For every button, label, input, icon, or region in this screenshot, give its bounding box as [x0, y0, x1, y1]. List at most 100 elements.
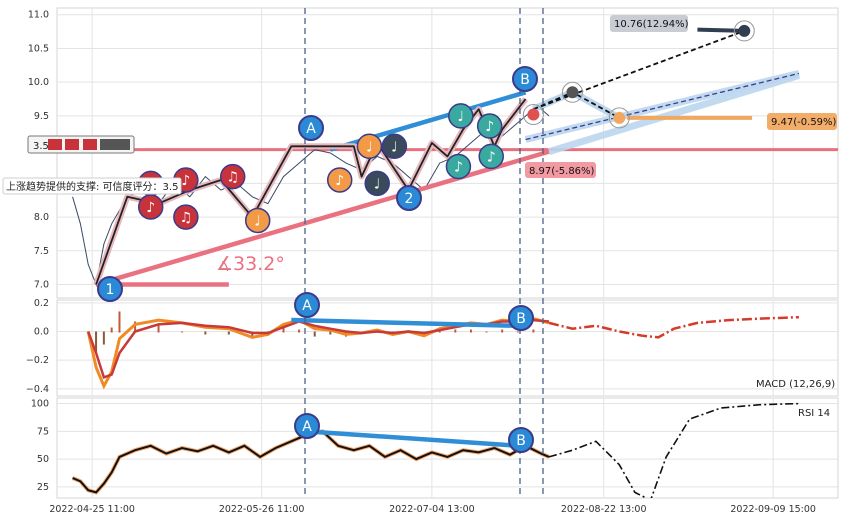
confidence-score: 3.5: [33, 141, 49, 152]
x-tick-label: 2022-09-09 15:00: [730, 504, 816, 515]
target-arrow-upper: [697, 27, 745, 33]
point-label-circle: [508, 427, 534, 453]
note-marker: [326, 167, 353, 193]
note-glyph: ♩: [366, 139, 373, 155]
point-label-circle: [508, 305, 534, 331]
note-marker: [173, 204, 199, 230]
target-label-middle: 9.47(-0.59%): [767, 113, 837, 130]
y-tick-label: 50: [37, 454, 49, 465]
point-label-circle: [294, 413, 320, 439]
note-marker: [244, 207, 271, 234]
forecast-markers: [522, 20, 755, 129]
y-tick-label: 9.5: [34, 111, 49, 122]
y-tick-label: 10.5: [28, 43, 49, 54]
macd-divergence-line: [291, 317, 518, 329]
y-tick-label: 0.2: [34, 298, 49, 309]
forecast-dot: [527, 108, 540, 121]
note-marker: [476, 113, 503, 139]
macd-panel: [56, 299, 839, 397]
rsi-divergence-line: [306, 429, 518, 449]
target-label-upper-text: 10.76(12.94%): [614, 19, 689, 30]
macd-bar: [180, 331, 183, 333]
macd-bar: [485, 331, 488, 333]
note-marker: [448, 103, 474, 129]
rsi-panel: [56, 397, 839, 499]
x-tick-label: 2022-08-22 13:00: [561, 504, 647, 515]
point-label-text: A: [302, 298, 312, 314]
support-extension-band: [548, 72, 800, 155]
note-marker: [219, 163, 246, 190]
resistance-extension-line: [525, 72, 800, 141]
point-label-text: A: [306, 121, 316, 137]
point-label-text: 2: [405, 191, 414, 207]
note-glyph: ♩: [374, 176, 381, 192]
y-tick-label: −0.2: [26, 355, 49, 366]
macd-bar: [501, 329, 504, 333]
forecast-dot: [738, 24, 751, 37]
y-tick-label: 10.0: [28, 77, 49, 88]
support-annotation-text: 上涨趋势提供的支撑: 可信度评分：3.5: [6, 180, 178, 193]
point-label-text: A: [302, 419, 312, 435]
point-label-circle: [97, 276, 123, 302]
forecast-ring: [608, 107, 630, 129]
note-glyph: ♪: [335, 173, 344, 189]
x-tick-label: 2022-04-25 11:00: [49, 504, 135, 515]
angle-annotation: ∡33.2°: [216, 253, 285, 275]
rsi-label: RSI 14: [798, 408, 830, 419]
point-label-circle: [396, 185, 422, 211]
point-labels: 1 2 A B A B A B: [97, 66, 538, 453]
y-tick-label: 100: [31, 399, 49, 410]
forecast-dot: [613, 111, 626, 124]
note-glyph: ♫: [226, 170, 239, 186]
point-label-text: B: [516, 311, 526, 327]
note-marker: [356, 133, 383, 160]
macd-bar: [251, 331, 254, 339]
point-label-text: B: [516, 433, 526, 449]
note-marker: [478, 143, 504, 170]
note-glyph: ♪: [181, 173, 190, 189]
macd-bar: [134, 321, 137, 333]
target-label-lower-text: 8.97(-5.86%): [529, 166, 595, 177]
y-tick-label: 25: [37, 482, 49, 493]
point-label-circle: [512, 66, 538, 92]
point-label-circle: [294, 292, 320, 318]
note-marker: [445, 153, 472, 180]
support-trendline: [95, 149, 550, 287]
note-glyph: ♪: [485, 119, 494, 135]
forecast-ring: [522, 104, 544, 126]
note-glyph: ♪: [487, 149, 496, 165]
point-label-text: B: [520, 72, 530, 88]
forecast-dot: [566, 86, 579, 99]
target-label-lower: 8.97(-5.86%): [525, 162, 596, 178]
macd-bar: [282, 327, 285, 333]
note-glyph: ♪: [146, 200, 155, 216]
macd-bar: [516, 331, 519, 333]
macd-bar: [204, 331, 207, 335]
macd-bar: [313, 331, 316, 337]
macd-bar: [157, 325, 160, 333]
macd-bar: [95, 331, 98, 353]
support-annotation: 上涨趋势提供的支撑: 可信度评分：3.5: [2, 177, 182, 195]
y-tick-label: 0.0: [34, 327, 49, 338]
target-label-middle-text: 9.47(-0.59%): [771, 117, 837, 128]
target-label-upper: 10.76(12.94%): [610, 15, 689, 32]
macd-bar: [298, 329, 301, 333]
confidence-badge: 3.5: [27, 135, 135, 154]
note-glyph: ♩: [391, 139, 398, 155]
x-axis-ticks: 2022-04-25 11:00 2022-05-26 11:00 2022-07-…: [49, 504, 816, 515]
note-glyph: ♫: [180, 210, 193, 226]
rsi-forecast-line: [548, 402, 799, 498]
macd-forecast-line: [548, 315, 799, 339]
macd-histogram: [87, 311, 535, 353]
note-glyph: ♪: [454, 159, 463, 175]
macd-bar: [118, 311, 121, 333]
y-tick-label: 7.5: [34, 246, 49, 257]
macd-bar: [469, 329, 472, 333]
macd-label: MACD (12,26,9): [756, 379, 835, 390]
macd-bar: [110, 327, 113, 333]
y-tick-label: 8.0: [34, 212, 49, 223]
x-tick-label: 2022-07-04 13:00: [389, 504, 475, 515]
note-marker: [137, 194, 164, 220]
point-label-circle: [298, 115, 324, 141]
